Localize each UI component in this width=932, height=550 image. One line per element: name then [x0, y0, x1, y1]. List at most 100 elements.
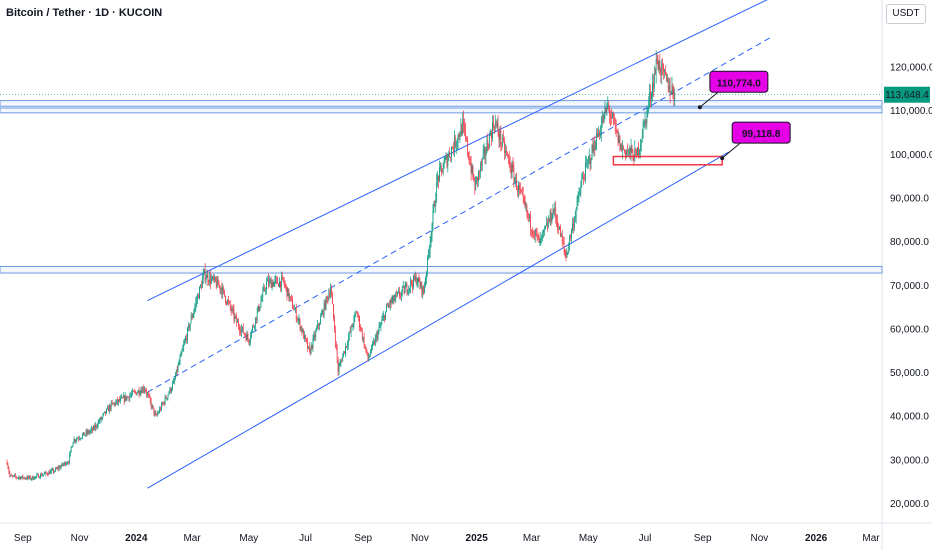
- candle-body: [665, 70, 666, 75]
- candle-body: [407, 291, 409, 293]
- candle-body: [314, 335, 316, 338]
- candle-body: [535, 229, 537, 234]
- price-axis[interactable]: 120,000.0 110,000.0 100,000.0 90,000.0 80,00…: [890, 63, 932, 511]
- candle-body: [489, 133, 491, 149]
- candle-body: [534, 229, 536, 236]
- candle-body: [392, 295, 394, 300]
- candle-body: [522, 193, 524, 197]
- candle-body: [73, 439, 75, 443]
- candle-body: [126, 396, 128, 400]
- candle-body: [307, 346, 309, 349]
- candle-body: [35, 476, 37, 478]
- candle-body: [91, 428, 92, 431]
- candle-body: [445, 156, 447, 159]
- candle-body: [342, 355, 344, 362]
- candle-body: [456, 142, 458, 145]
- candle-body: [408, 287, 410, 292]
- candle-body: [127, 396, 129, 398]
- candle-body: [241, 326, 243, 329]
- currency-button[interactable]: USDT: [886, 4, 926, 24]
- candle-body: [600, 124, 602, 134]
- candle-body: [672, 86, 674, 93]
- candle-body: [569, 236, 571, 246]
- candle-body: [20, 477, 22, 480]
- candle-body: [648, 101, 650, 109]
- candle-body: [181, 350, 183, 353]
- candle-body: [253, 326, 254, 327]
- candle-body: [389, 299, 391, 306]
- candle-body: [279, 281, 280, 287]
- candle-body: [255, 317, 257, 320]
- candle-body: [198, 295, 199, 299]
- candle-body: [11, 475, 13, 477]
- x-tick-label: Mar: [523, 533, 541, 544]
- candle-body: [368, 357, 370, 360]
- candle-body: [140, 390, 142, 394]
- candle-body: [537, 234, 539, 236]
- candle-body: [479, 171, 480, 173]
- candle-body: [88, 430, 90, 433]
- candle-body: [627, 150, 629, 153]
- candle-body: [386, 306, 387, 312]
- candle-body: [306, 338, 307, 342]
- x-tick-label: Jul: [299, 533, 312, 544]
- candle-body: [571, 230, 572, 238]
- candle-body: [524, 201, 526, 207]
- candle-body: [446, 156, 448, 167]
- candle-body: [635, 148, 637, 150]
- candle-body: [199, 286, 200, 299]
- candle-body: [269, 279, 271, 281]
- candle-body: [89, 431, 91, 433]
- candle-body: [505, 150, 506, 153]
- candle-body: [58, 466, 60, 469]
- candle-body: [590, 159, 592, 164]
- candle-body: [38, 474, 39, 478]
- candle-body: [607, 104, 609, 106]
- candle-body: [191, 316, 193, 318]
- candle-body: [422, 286, 424, 294]
- candle-body: [477, 176, 478, 181]
- candle-body: [504, 140, 505, 153]
- candle-body: [488, 147, 490, 149]
- candle-body: [388, 304, 390, 306]
- candle-body: [56, 467, 58, 469]
- candle-body: [651, 95, 652, 99]
- candle-body: [397, 292, 398, 295]
- candle-body: [194, 306, 196, 311]
- candle-body: [29, 476, 31, 480]
- candle-body: [356, 312, 358, 314]
- candle-body: [228, 300, 229, 302]
- candle-body: [530, 215, 531, 230]
- candle-body: [402, 286, 404, 287]
- candle-body: [262, 290, 264, 298]
- candle-body: [9, 472, 11, 477]
- candle-body: [208, 281, 210, 283]
- candle-body: [160, 408, 161, 410]
- y-tick-label: 110,000.0: [890, 106, 932, 117]
- candle-body: [370, 352, 371, 356]
- x-tick-label: Nov: [411, 533, 429, 544]
- candle-body: [284, 284, 286, 286]
- candle-body: [32, 476, 34, 480]
- candle-body: [335, 343, 337, 348]
- y-tick-label: 30,000.0: [890, 455, 929, 466]
- candle-body: [581, 179, 583, 186]
- candle-body: [12, 475, 13, 477]
- level-band-2: [0, 265, 883, 274]
- candle-body: [500, 130, 502, 144]
- candle-body: [495, 122, 497, 126]
- candle-body: [414, 275, 415, 280]
- candle-body: [671, 86, 673, 94]
- candle-body: [146, 391, 147, 395]
- candle-body: [175, 369, 177, 377]
- candle-body: [154, 412, 156, 415]
- candle-body: [572, 223, 573, 231]
- candle-body: [218, 285, 220, 287]
- time-axis[interactable]: Sep Nov 2024 Mar May Jul Sep Nov 2025 Mar May Jul Se…: [14, 533, 880, 544]
- trend-channel: [147, 0, 773, 489]
- candle-body: [80, 438, 81, 440]
- candle-body: [492, 122, 493, 139]
- candle-body: [256, 311, 258, 320]
- candle-body: [157, 413, 159, 415]
